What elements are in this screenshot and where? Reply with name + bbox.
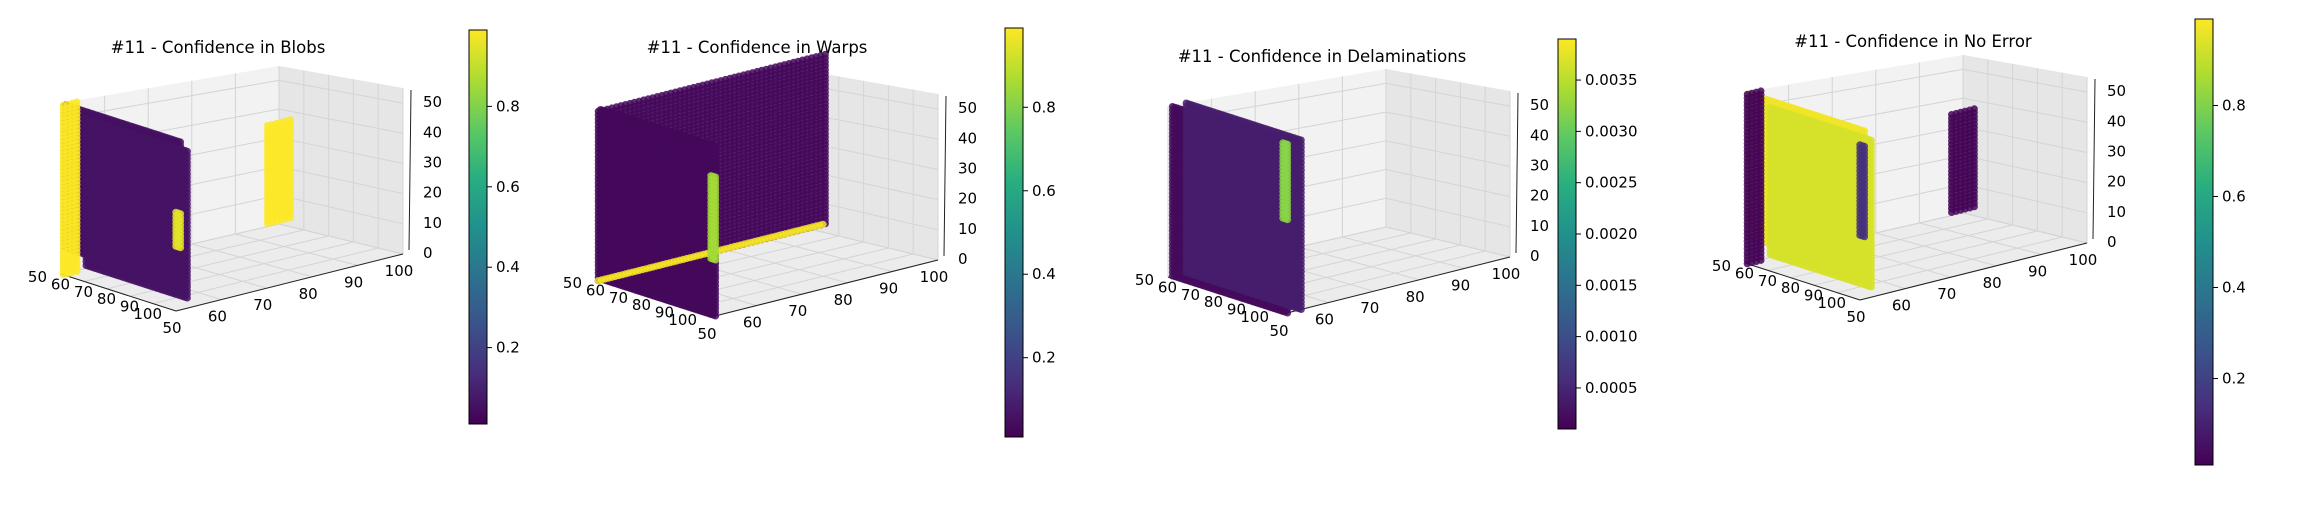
- chart-title: #11 - Confidence in Blobs: [111, 38, 326, 57]
- tick-label: 70: [74, 283, 93, 301]
- scatter-point: [183, 147, 191, 155]
- chart-title: #11 - Confidence in Warps: [647, 38, 868, 57]
- tick-label: 50: [28, 268, 47, 286]
- tick-label: 60: [51, 275, 70, 293]
- tick-label: 70: [253, 296, 272, 314]
- tick-label: 100: [133, 305, 162, 323]
- scatter-point: [286, 116, 294, 124]
- tick-label: 90: [344, 273, 363, 291]
- tick-label: 60: [208, 308, 227, 326]
- colorbar-tick-label: 0.4: [496, 258, 520, 276]
- colorbar-tick-label: 0.8: [496, 97, 520, 115]
- colorbar: 0.2 0.4 0.6 0.8: [468, 29, 520, 425]
- tick-label: 10: [423, 214, 442, 232]
- colorbar-tick-label: 0.2: [496, 339, 520, 357]
- tick-label: 30: [423, 154, 442, 172]
- tick-label: 100: [385, 262, 414, 280]
- scatter-points: [59, 98, 294, 302]
- tick-label: 50: [162, 319, 181, 337]
- subplot-warps: #11 - Confidence in Warps 50 60 70 80 901005…: [563, 27, 1056, 438]
- tick-label: 20: [423, 184, 442, 202]
- scatter-point: [176, 138, 185, 146]
- tick-label: 0: [423, 244, 433, 262]
- tick-label: 40: [423, 123, 442, 141]
- colorbar-gradient: [468, 29, 488, 425]
- colorbar-tick-label: 0.6: [496, 178, 520, 196]
- scatter-point: [176, 210, 185, 218]
- scatter-point: [73, 98, 81, 106]
- tick-label: 80: [299, 285, 318, 303]
- tick-label: 80: [97, 290, 116, 308]
- tick-label: 50: [423, 93, 442, 111]
- subplot-blobs: #11 - Confidence in Blobs 50 60 70 80 901005…: [28, 29, 520, 425]
